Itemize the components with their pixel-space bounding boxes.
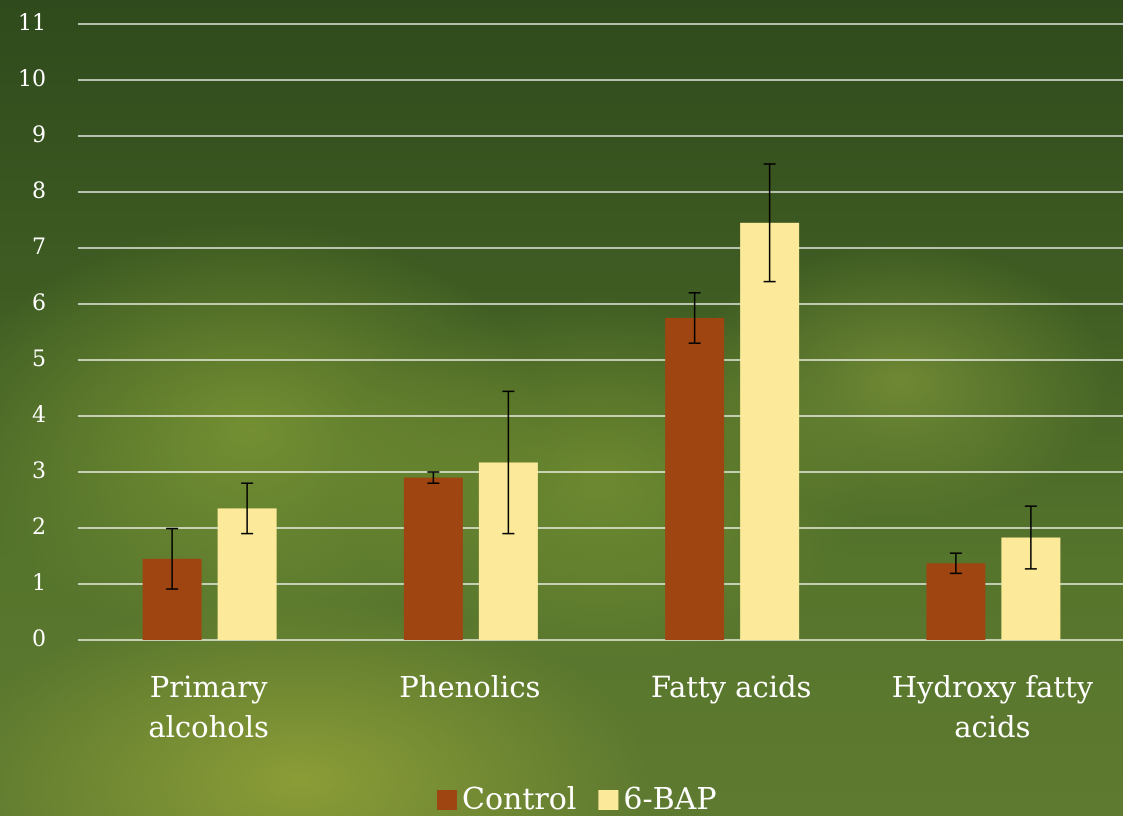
error-bar bbox=[166, 527, 179, 590]
error-bar bbox=[949, 552, 962, 575]
legend-swatch bbox=[598, 790, 619, 810]
y-tick-label: 3 bbox=[32, 459, 46, 484]
y-tick-label: 2 bbox=[32, 515, 46, 540]
y-tick-label: 5 bbox=[32, 347, 46, 372]
y-tick-label: 10 bbox=[18, 67, 46, 92]
bar bbox=[403, 477, 463, 640]
error-bar bbox=[688, 292, 701, 344]
x-tick-label: Fatty acids bbox=[650, 670, 812, 704]
x-tick-label: Phenolics bbox=[399, 670, 541, 704]
bar bbox=[740, 222, 800, 641]
x-tick-label: Hydroxy fatty acids bbox=[891, 670, 1093, 744]
error-bar bbox=[502, 390, 515, 535]
x-tick-label: Primary alcohols bbox=[148, 670, 269, 744]
error-bar bbox=[427, 471, 440, 484]
bar bbox=[926, 563, 986, 640]
y-tick-label: 1 bbox=[32, 571, 46, 596]
error-bar bbox=[1024, 505, 1037, 570]
y-tick-label: 4 bbox=[32, 403, 46, 428]
y-tick-label: 11 bbox=[18, 11, 46, 36]
legend-label: Control bbox=[462, 782, 576, 816]
y-tick-label: 9 bbox=[32, 123, 46, 148]
y-tick-label: 8 bbox=[32, 179, 46, 204]
bar bbox=[665, 318, 725, 640]
error-bar bbox=[763, 163, 776, 283]
y-tick-label: 6 bbox=[32, 291, 46, 316]
legend-label: 6-BAP bbox=[623, 782, 716, 816]
error-bar bbox=[241, 482, 254, 535]
y-tick-label: 7 bbox=[32, 235, 46, 260]
y-tick-label: 0 bbox=[32, 627, 46, 652]
legend-swatch bbox=[437, 790, 457, 810]
